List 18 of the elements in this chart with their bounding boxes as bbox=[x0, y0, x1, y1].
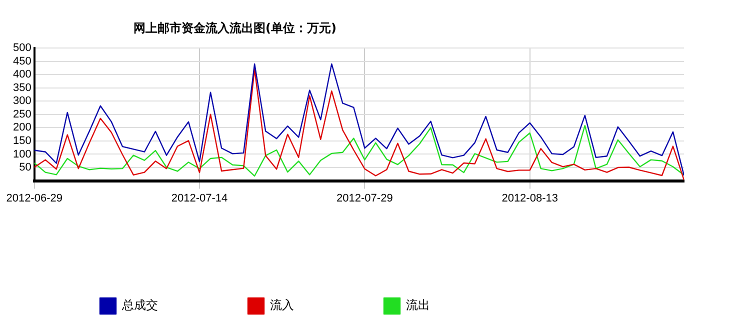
y-tick-label: 100 bbox=[12, 148, 32, 160]
y-tick-label: 450 bbox=[12, 55, 32, 68]
y-tick-label: 200 bbox=[12, 122, 32, 134]
y-tick-label: 400 bbox=[12, 68, 32, 81]
y-tick-label: 300 bbox=[12, 95, 32, 108]
x-tick-label: 2012-07-29 bbox=[336, 192, 393, 204]
y-tick-label: 350 bbox=[12, 82, 32, 94]
legend-label: 总成交 bbox=[121, 298, 158, 312]
chart-title: 网上邮市资金流入流出图(单位：万元) bbox=[132, 20, 338, 37]
y-tick-label: 50 bbox=[19, 162, 32, 174]
x-tick-label: 2012-08-13 bbox=[502, 192, 558, 204]
legend-label: 流出 bbox=[406, 298, 430, 312]
y-tick-label: 500 bbox=[12, 42, 32, 54]
legend-label: 流入 bbox=[270, 298, 294, 312]
y-tick-label: 150 bbox=[12, 134, 32, 147]
x-tick-label: 2012-07-14 bbox=[171, 192, 228, 204]
x-tick-label: 2012-06-29 bbox=[6, 192, 62, 204]
y-tick-label: 250 bbox=[12, 108, 32, 120]
